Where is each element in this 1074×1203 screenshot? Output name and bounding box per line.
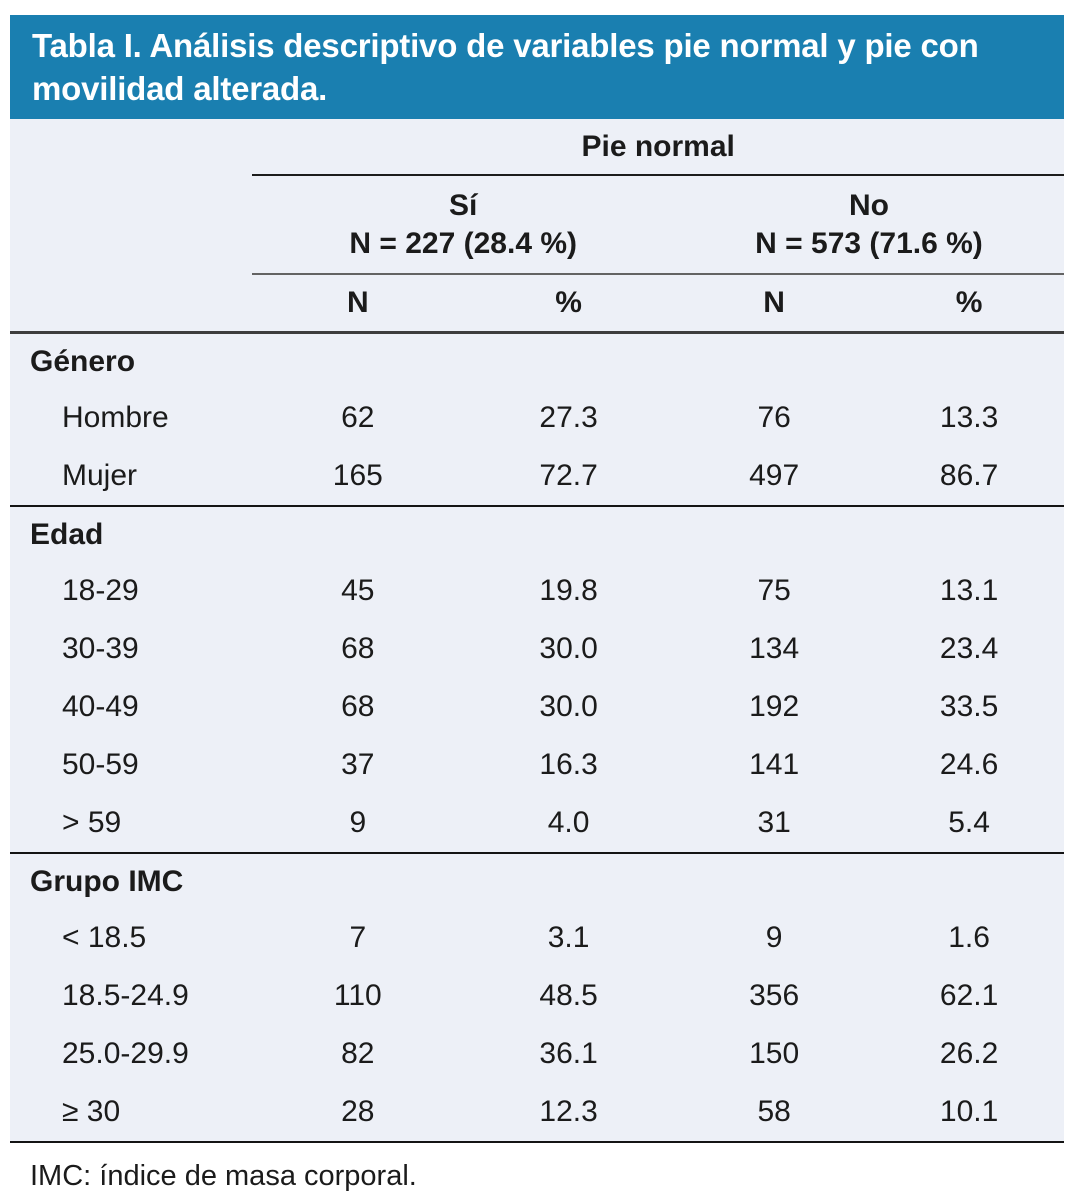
cell-value: 27.3	[539, 401, 598, 434]
cell-value: 150	[749, 1037, 800, 1070]
cell-value: 141	[749, 748, 800, 781]
cell-value: 68	[341, 690, 375, 723]
cell-value: 76	[757, 401, 791, 434]
row-label: > 59	[62, 806, 122, 839]
cell-value: 13.3	[939, 401, 999, 434]
table-row: 25.0-29.9 82 36.1 150 26.2	[10, 1025, 1064, 1083]
table-row: 50-59 37 16.3 141 24.6	[10, 736, 1064, 794]
cell-value: 30.0	[539, 690, 598, 723]
cell-value: 37	[341, 748, 375, 781]
cell-value: 7	[349, 921, 367, 954]
subgroup-no-label: No	[848, 188, 889, 222]
cell-value: 19.8	[539, 574, 598, 607]
cell-value: 4.0	[547, 806, 590, 839]
cell-value: 9	[349, 806, 367, 839]
section-label: Género	[30, 344, 136, 378]
column-group-no: No N = 573 (71.6 %)	[674, 176, 1064, 275]
cell-value: 24.6	[939, 748, 999, 781]
cell-value: 33.5	[939, 690, 999, 723]
column-group-si: Sí N = 227 (28.4 %)	[252, 176, 674, 275]
header-spacer	[10, 275, 252, 331]
row-label: Mujer	[62, 459, 138, 492]
cell-value: 45	[341, 574, 375, 607]
cell-value: 12.3	[539, 1095, 598, 1128]
table-row: 18.5-24.9 110 48.5 356 62.1	[10, 967, 1064, 1025]
cell-value: 110	[333, 979, 382, 1012]
row-label: Hombre	[62, 401, 169, 434]
column-header-pct-si: %	[555, 286, 582, 319]
cell-value: 82	[341, 1037, 375, 1070]
table-row: Mujer 165 72.7 497 86.7	[10, 447, 1064, 505]
row-label: < 18.5	[62, 921, 147, 954]
row-label: 25.0-29.9	[62, 1037, 189, 1070]
table-title: Tabla I. Análisis descriptivo de variabl…	[32, 27, 979, 107]
header-row-subgroups: Sí N = 227 (28.4 %) No N = 573 (71.6 %)	[10, 176, 1064, 275]
table-row: 30-39 68 30.0 134 23.4	[10, 620, 1064, 678]
row-label: 40-49	[62, 690, 139, 723]
table-row: Hombre 62 27.3 76 13.3	[10, 389, 1064, 447]
cell-value: 68	[341, 632, 375, 665]
cell-value: 58	[757, 1095, 791, 1128]
cell-value: 28	[341, 1095, 375, 1128]
header-row-columns: N % N %	[10, 275, 1064, 334]
section-grupo-imc: Grupo IMC < 18.5 7 3.1 9 1.6 18.5-24.9 1…	[10, 854, 1064, 1143]
footnote: IMC: índice de masa corporal.	[30, 1160, 417, 1192]
cell-value: 75	[757, 574, 791, 607]
cell-value: 62.1	[939, 979, 999, 1012]
cell-value: 62	[341, 401, 375, 434]
column-header-pct-no: %	[955, 286, 983, 319]
column-group-pie-normal: Pie normal	[252, 119, 1064, 176]
section-header-row: Edad	[10, 507, 1064, 562]
section-genero: Género Hombre 62 27.3 76 13.3 Mujer 165 …	[10, 334, 1064, 507]
cell-value: 9	[765, 921, 783, 954]
row-label: 18.5-24.9	[62, 979, 189, 1012]
cell-value: 30.0	[539, 632, 598, 665]
subgroup-si-count: N = 227 (28.4 %)	[349, 226, 578, 260]
cell-value: 16.3	[539, 748, 598, 781]
cell-value: 72.7	[539, 459, 598, 492]
cell-value: 10.1	[939, 1095, 999, 1128]
cell-value: 23.4	[939, 632, 999, 665]
cell-value: 165	[332, 459, 383, 492]
cell-value: 356	[749, 979, 800, 1012]
cell-value: 134	[749, 632, 800, 665]
row-label: 18-29	[62, 574, 139, 607]
section-label: Grupo IMC	[30, 864, 184, 898]
table-row: > 59 9 4.0 31 5.4	[10, 794, 1064, 852]
table-row: ≥ 30 28 12.3 58 10.1	[10, 1083, 1064, 1141]
cell-value: 13.1	[939, 574, 999, 607]
section-header-row: Género	[10, 334, 1064, 389]
cell-value: 1.6	[948, 921, 990, 954]
row-label: 50-59	[62, 748, 139, 781]
section-header-row: Grupo IMC	[10, 854, 1064, 909]
cell-value: 26.2	[939, 1037, 999, 1070]
cell-value: 497	[749, 459, 800, 492]
column-header-n-no: N	[763, 286, 785, 319]
cell-value: 5.4	[948, 806, 990, 839]
cell-value: 3.1	[547, 921, 590, 954]
table-row: 40-49 68 30.0 192 33.5	[10, 678, 1064, 736]
cell-value: 86.7	[939, 459, 999, 492]
data-table: Pie normal Sí N = 227 (28.4 %) No N = 57…	[10, 119, 1064, 1143]
subgroup-no-count: N = 573 (71.6 %)	[755, 226, 983, 260]
header-spacer	[10, 119, 252, 176]
table-title-bar: Tabla I. Análisis descriptivo de variabl…	[10, 15, 1064, 119]
cell-value: 48.5	[539, 979, 598, 1012]
cell-value: 31	[757, 806, 791, 839]
header-row-group: Pie normal	[10, 119, 1064, 176]
table-row: 18-29 45 19.8 75 13.1	[10, 562, 1064, 620]
table-row: < 18.5 7 3.1 9 1.6	[10, 909, 1064, 967]
cell-value: 192	[749, 690, 800, 723]
header-spacer	[10, 176, 252, 275]
cell-value: 36.1	[539, 1037, 598, 1070]
table-footnote-area: IMC: índice de masa corporal.	[10, 1143, 1064, 1193]
subgroup-si-label: Sí	[449, 188, 478, 222]
row-label: ≥ 30	[62, 1095, 121, 1128]
row-label: 30-39	[62, 632, 139, 665]
section-label: Edad	[30, 517, 104, 551]
section-edad: Edad 18-29 45 19.8 75 13.1 30-39 68 30.0…	[10, 507, 1064, 854]
column-header-n-si: N	[346, 286, 369, 319]
